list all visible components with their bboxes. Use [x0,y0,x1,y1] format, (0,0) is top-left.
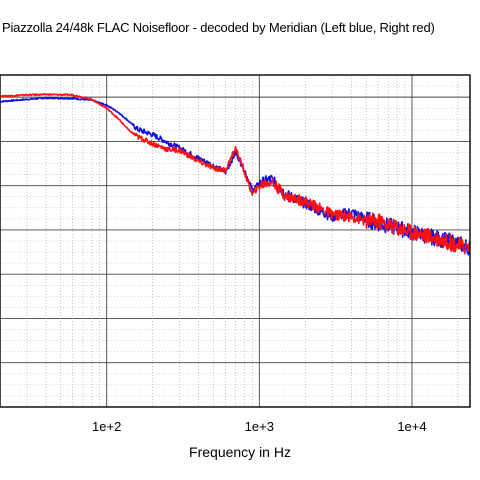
x-axis-label: Frequency in Hz [189,444,291,460]
x-tick-label: 1e+2 [92,419,121,434]
x-tick-label: 1e+4 [397,419,426,434]
grid-lines [0,74,470,408]
plot-frame [0,74,471,408]
axis-layer: 1e+2 1e+3 1e+4 [0,74,471,434]
series-left-line [0,96,471,256]
x-tick-label: 1e+3 [245,419,274,434]
series-layer [0,93,471,256]
chart-title: Piazzolla 24/48k FLAC Noisefloor - decod… [2,20,435,35]
series-right-line [0,93,471,255]
